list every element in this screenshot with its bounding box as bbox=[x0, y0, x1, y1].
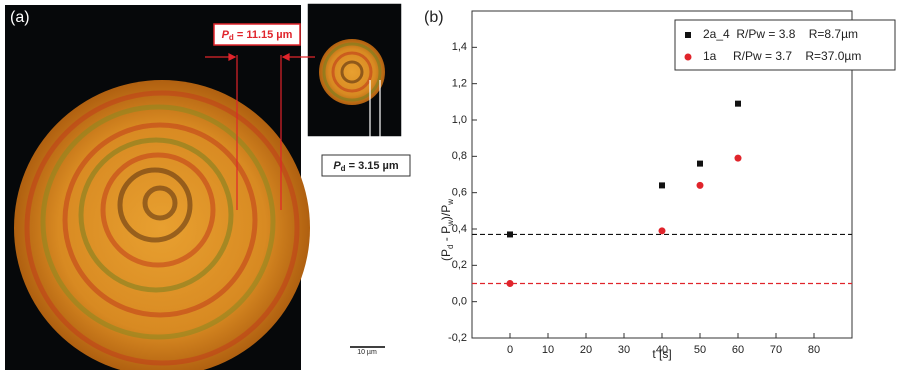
point bbox=[659, 182, 665, 189]
white-guides bbox=[340, 80, 405, 150]
x-tick-label: 80 bbox=[808, 344, 820, 356]
y-tick-label: 1,2 bbox=[452, 78, 467, 90]
legend-marker bbox=[685, 32, 691, 38]
x-tick-label: 30 bbox=[618, 344, 630, 356]
x-tick-label: 40 bbox=[656, 344, 668, 356]
point bbox=[658, 227, 666, 235]
x-tick-label: 0 bbox=[507, 344, 513, 356]
y-tick-label: 1,4 bbox=[452, 41, 467, 53]
y-tick-label: 0,6 bbox=[452, 187, 467, 199]
y-tick-label: 0,0 bbox=[452, 296, 467, 308]
x-tick-label: 10 bbox=[542, 344, 554, 356]
annotation-box bbox=[321, 154, 411, 177]
y-axis-label-part: d bbox=[446, 245, 455, 249]
point bbox=[506, 280, 514, 287]
y-tick-label: 1,0 bbox=[452, 114, 467, 126]
legend-label: 2a_4 R/Pw = 3.8 R=8.7µm bbox=[703, 27, 858, 41]
y-axis-label-part: w bbox=[446, 199, 455, 206]
y-axis-label-part: (P bbox=[439, 249, 453, 261]
point bbox=[696, 181, 704, 189]
droplet bbox=[14, 80, 310, 370]
y-tick-label: 0,8 bbox=[452, 150, 467, 162]
x-tick-label: 60 bbox=[732, 344, 744, 356]
x-tick-label: 20 bbox=[580, 344, 592, 356]
legend bbox=[674, 19, 896, 71]
y-axis-label: (Pd - Pw)/Pw bbox=[439, 199, 455, 261]
legend-marker bbox=[684, 53, 692, 61]
y-axis-label-part: - P bbox=[439, 226, 453, 245]
point bbox=[734, 154, 742, 162]
y-tick-label: 0,4 bbox=[452, 223, 467, 235]
inset-rings bbox=[322, 42, 382, 102]
point bbox=[735, 100, 741, 107]
annotation-box bbox=[213, 23, 301, 46]
y-axis-label-part: )/P bbox=[439, 205, 453, 220]
red-guides bbox=[205, 53, 315, 210]
x-tick-label: 50 bbox=[694, 344, 706, 356]
scale-bar-label: 10 µm bbox=[357, 349, 377, 356]
x-tick-label: 70 bbox=[770, 344, 782, 356]
y-tick-label: 0,2 bbox=[452, 259, 467, 271]
annotation: Pd = 11.15 µm bbox=[222, 29, 293, 42]
annotation: Pd = 3.15 µm bbox=[333, 160, 399, 173]
legend-label: 1a R/Pw = 3.7 R=37.0µm bbox=[703, 49, 861, 63]
point bbox=[697, 160, 703, 167]
inset-droplet bbox=[319, 39, 385, 105]
x-axis-label: t [s] bbox=[652, 347, 671, 361]
y-tick-label: -0,2 bbox=[448, 332, 467, 344]
rings bbox=[24, 90, 300, 366]
y-axis-label-part: w bbox=[446, 220, 455, 227]
panel-label: (b) bbox=[424, 9, 444, 26]
panel-label: (a) bbox=[10, 9, 30, 26]
point bbox=[507, 231, 513, 238]
